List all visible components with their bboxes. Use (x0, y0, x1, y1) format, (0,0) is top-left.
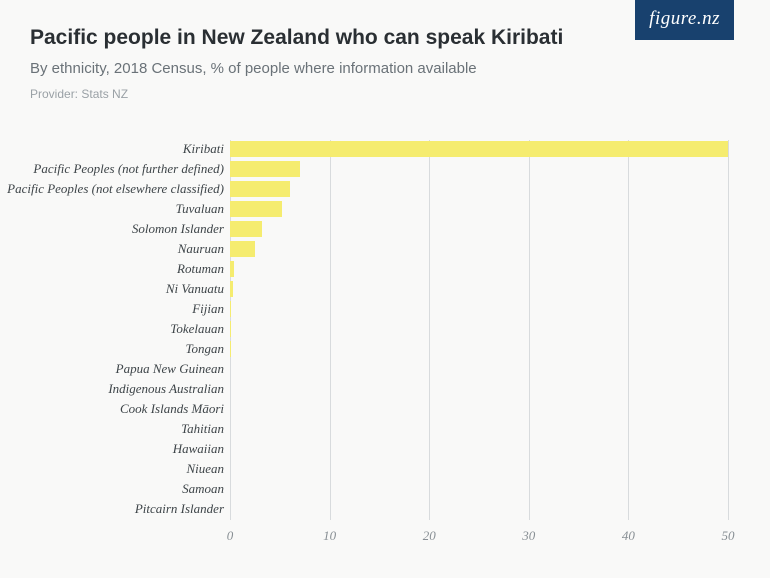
x-tick-label: 0 (227, 528, 234, 544)
bar-row: Ni Vanuatu (230, 280, 728, 300)
bar-label: Niuean (4, 460, 224, 478)
bar-label: Nauruan (4, 240, 224, 258)
bar-row: Samoan (230, 480, 728, 500)
bar-row: Rotuman (230, 260, 728, 280)
chart-provider: Provider: Stats NZ (30, 87, 740, 101)
bar-label: Pacific Peoples (not further defined) (4, 160, 224, 178)
bar-label: Cook Islands Māori (4, 400, 224, 418)
x-tick-label: 40 (622, 528, 635, 544)
bar-row: Pacific Peoples (not elsewhere classifie… (230, 180, 728, 200)
bar-label: Pitcairn Islander (4, 500, 224, 518)
bar (230, 141, 728, 157)
x-tick-label: 10 (323, 528, 336, 544)
bar-label: Ni Vanuatu (4, 280, 224, 298)
bar (230, 261, 234, 277)
bar (230, 281, 233, 297)
plot-area: 01020304050KiribatiPacific Peoples (not … (230, 140, 728, 520)
bar (230, 221, 262, 237)
bar-row: Kiribati (230, 140, 728, 160)
bar-row: Tokelauan (230, 320, 728, 340)
x-gridline (728, 140, 729, 520)
x-tick-label: 30 (522, 528, 535, 544)
chart-subtitle: By ethnicity, 2018 Census, % of people w… (30, 60, 740, 77)
bar-row: Solomon Islander (230, 220, 728, 240)
bar-row: Tahitian (230, 420, 728, 440)
bar-row: Fijian (230, 300, 728, 320)
bar-label: Hawaiian (4, 440, 224, 458)
bar-row: Nauruan (230, 240, 728, 260)
bar-label: Indigenous Australian (4, 380, 224, 398)
bar-row: Tuvaluan (230, 200, 728, 220)
bar (230, 301, 231, 317)
bar-row: Papua New Guinean (230, 360, 728, 380)
x-tick-label: 50 (722, 528, 735, 544)
figure-nz-logo: figure.nz (635, 0, 734, 40)
bar-label: Pacific Peoples (not elsewhere classifie… (4, 180, 224, 198)
bar-label: Tongan (4, 340, 224, 358)
bar (230, 201, 282, 217)
chart-area: 01020304050KiribatiPacific Peoples (not … (0, 140, 770, 560)
bar (230, 161, 300, 177)
bar-row: Pacific Peoples (not further defined) (230, 160, 728, 180)
bar-row: Hawaiian (230, 440, 728, 460)
bar-label: Papua New Guinean (4, 360, 224, 378)
bar-row: Cook Islands Māori (230, 400, 728, 420)
bar-row: Indigenous Australian (230, 380, 728, 400)
bar (230, 181, 290, 197)
chart-title: Pacific people in New Zealand who can sp… (30, 26, 740, 50)
bar-row: Niuean (230, 460, 728, 480)
bar-row: Pitcairn Islander (230, 500, 728, 520)
bar-label: Solomon Islander (4, 220, 224, 238)
bar (230, 241, 255, 257)
bar-label: Samoan (4, 480, 224, 498)
bar-label: Rotuman (4, 260, 224, 278)
bar-label: Fijian (4, 300, 224, 318)
bar-row: Tongan (230, 340, 728, 360)
bar-label: Tahitian (4, 420, 224, 438)
x-tick-label: 20 (423, 528, 436, 544)
bar (230, 321, 231, 337)
bar-label: Kiribati (4, 140, 224, 158)
bar-label: Tokelauan (4, 320, 224, 338)
bar-label: Tuvaluan (4, 200, 224, 218)
